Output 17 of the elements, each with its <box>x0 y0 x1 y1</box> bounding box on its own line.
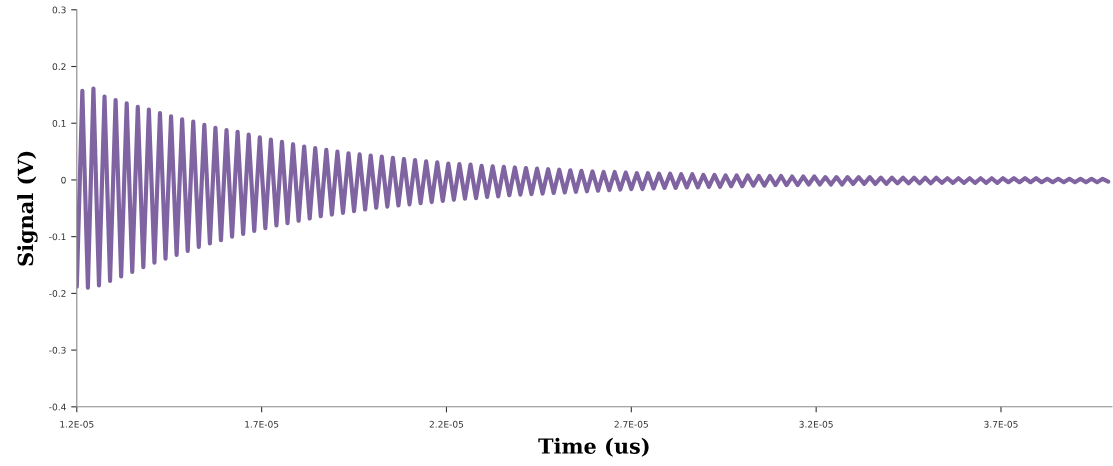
y-axis-title: Signal (V) <box>17 151 38 266</box>
x-tick-label: 2.7E-05 <box>614 420 648 428</box>
x-tick-label: 3.2E-05 <box>799 420 833 428</box>
y-tick-label: 0 <box>61 176 66 184</box>
x-tick-label: 3.7E-05 <box>984 420 1018 428</box>
y-tick-label: 0.1 <box>52 119 66 127</box>
y-tick-label: -0.3 <box>49 346 66 354</box>
line-series <box>76 86 1111 290</box>
y-tick-label: -0.1 <box>49 233 66 241</box>
y-tick-label: 0.3 <box>52 6 66 14</box>
x-tick-label: 1.7E-05 <box>245 420 279 428</box>
y-tick-label: -0.2 <box>49 290 66 297</box>
x-tick-label: 2.2E-05 <box>429 420 464 428</box>
y-tick-label: 0.2 <box>52 63 66 71</box>
x-tick-label: 1.2E-05 <box>60 420 94 428</box>
x-axis-title: Time (us) <box>538 437 649 457</box>
y-tick-label: -0.4 <box>49 403 66 411</box>
